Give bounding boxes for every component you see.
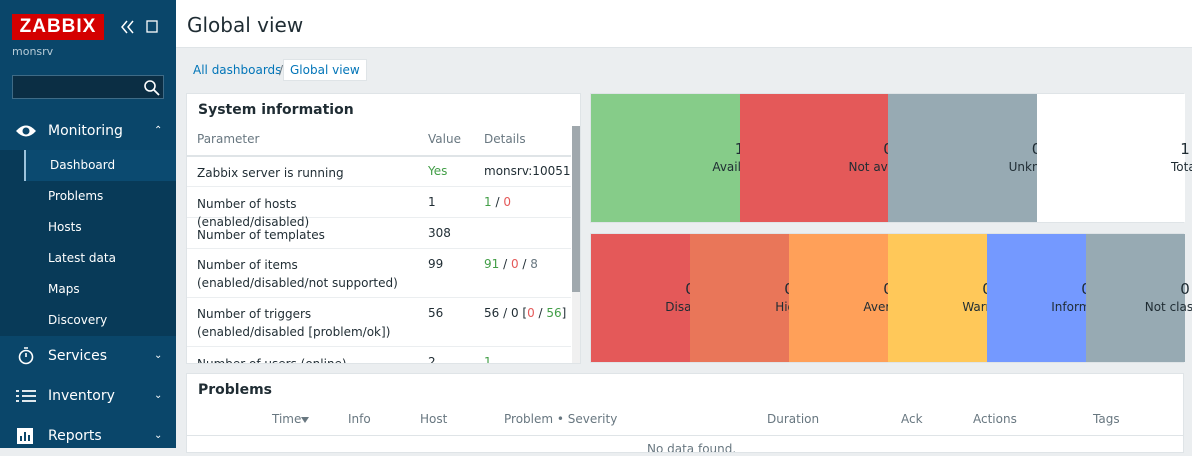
- status-tile[interactable]: 0Average: [789, 234, 888, 362]
- details: 91 / 0 / 8: [484, 257, 538, 271]
- menu-label: Services: [48, 336, 107, 376]
- menu-label: Monitoring: [48, 111, 123, 151]
- breadcrumb-current: Global view: [283, 59, 367, 81]
- detail-part: 0: [527, 306, 535, 320]
- menu-label: Reports: [48, 416, 102, 456]
- search-box[interactable]: [12, 75, 164, 99]
- sidebar-controls[interactable]: [118, 18, 158, 36]
- submenu-item[interactable]: Hosts: [24, 212, 176, 243]
- menu-services[interactable]: Services⌄: [0, 336, 176, 376]
- status-tile[interactable]: 0Disaster: [591, 234, 690, 362]
- submenu-item[interactable]: Discovery: [24, 305, 176, 336]
- column-header: Actions: [973, 412, 1017, 426]
- submenu-item[interactable]: Dashboard: [24, 150, 176, 181]
- column-header: Ack: [901, 412, 923, 426]
- table-row: Number of triggers (enabled/disabled [pr…: [187, 298, 571, 347]
- details: 56 / 0 [0 / 56]: [484, 306, 566, 320]
- value: 99: [428, 257, 443, 271]
- detail-part: 1: [484, 355, 492, 364]
- sort-arrow: [301, 417, 309, 423]
- detail-part: /: [492, 195, 504, 209]
- menu-label: Inventory: [48, 376, 115, 416]
- submenu-item[interactable]: Problems: [24, 181, 176, 212]
- table-row: Zabbix server is running Yes monsrv:10051: [187, 156, 571, 187]
- value: 56: [428, 306, 443, 320]
- tile-value: 0: [1136, 280, 1192, 298]
- menu-reports[interactable]: Reports⌄: [0, 416, 176, 456]
- widget-title: System information: [198, 102, 354, 118]
- parameter: Zabbix server is running: [197, 164, 412, 182]
- column-header: Parameter: [197, 132, 259, 146]
- widget-title: Problems: [198, 382, 272, 398]
- value: 2: [428, 355, 436, 364]
- scrollbar: [572, 126, 580, 364]
- status-tile[interactable]: 0High: [690, 234, 789, 362]
- table-row: Number of templates 308: [187, 218, 571, 249]
- column-header: Tags: [1093, 412, 1120, 426]
- menu-monitoring[interactable]: Monitoring⌃: [0, 111, 176, 151]
- tile-label: Total: [1111, 160, 1192, 174]
- detail-part: 8: [530, 257, 538, 271]
- tile-value: 1: [1111, 140, 1192, 158]
- status-tile[interactable]: 0Information: [987, 234, 1086, 362]
- column-header: Info: [348, 412, 371, 426]
- system-information-widget: System information Parameter Value Details…: [186, 93, 581, 364]
- page-title: Global view: [187, 13, 303, 37]
- status-tile[interactable]: 0Unknown: [888, 94, 1037, 222]
- parameter: Number of users (online): [197, 355, 412, 364]
- status-tile[interactable]: 1Total: [1037, 94, 1186, 222]
- parameter: Number of items (enabled/disabled/not su…: [197, 256, 412, 292]
- server-name: monsrv: [12, 45, 53, 58]
- breadcrumb-link[interactable]: All dashboards: [193, 63, 281, 77]
- details: 1 / 0: [484, 195, 511, 209]
- column-header: Details: [484, 132, 526, 146]
- detail-part: monsrv:10051: [484, 164, 570, 178]
- detail-part: /: [499, 257, 511, 271]
- detail-part: /: [519, 257, 531, 271]
- submenu-item[interactable]: Maps: [24, 274, 176, 305]
- table-row: Number of items (enabled/disabled/not su…: [187, 249, 571, 298]
- column-header: Host: [420, 412, 447, 426]
- detail-part: 1: [484, 195, 492, 209]
- value: 308: [428, 226, 451, 240]
- value: Yes: [428, 164, 447, 178]
- submenu-item[interactable]: Latest data: [24, 243, 176, 274]
- host-availability-widget: 1Available0Not available0Unknown1Total: [590, 93, 1184, 223]
- column-header: Duration: [767, 412, 819, 426]
- detail-part: /: [535, 306, 547, 320]
- column-header[interactable]: Time: [272, 412, 301, 426]
- tile-label: Not classified: [1136, 300, 1192, 314]
- detail-part: 91: [484, 257, 499, 271]
- problems-by-severity-widget: 0Disaster0High0Average0Warning0Informati…: [590, 233, 1184, 363]
- table-row: Number of users (online) 2 1: [187, 347, 571, 364]
- parameter: Number of triggers (enabled/disabled [pr…: [197, 305, 412, 341]
- logo[interactable]: ZABBIX: [12, 14, 104, 40]
- status-tile[interactable]: 0Warning: [888, 234, 987, 362]
- detail-part: 56 / 0 [: [484, 306, 527, 320]
- detail-part: 56: [546, 306, 561, 320]
- menu-inventory[interactable]: Inventory⌄: [0, 376, 176, 416]
- details: monsrv:10051: [484, 164, 570, 178]
- details: 1: [484, 355, 492, 364]
- status-tile[interactable]: 1Available: [591, 94, 740, 222]
- header: Global view: [176, 0, 1192, 48]
- detail-part: 0: [511, 257, 519, 271]
- detail-part: ]: [562, 306, 567, 320]
- column-header: Problem • Severity: [504, 412, 617, 426]
- column-header: Value: [428, 132, 461, 146]
- detail-part: 0: [503, 195, 511, 209]
- parameter: Number of templates: [197, 226, 412, 244]
- value: 1: [428, 195, 436, 209]
